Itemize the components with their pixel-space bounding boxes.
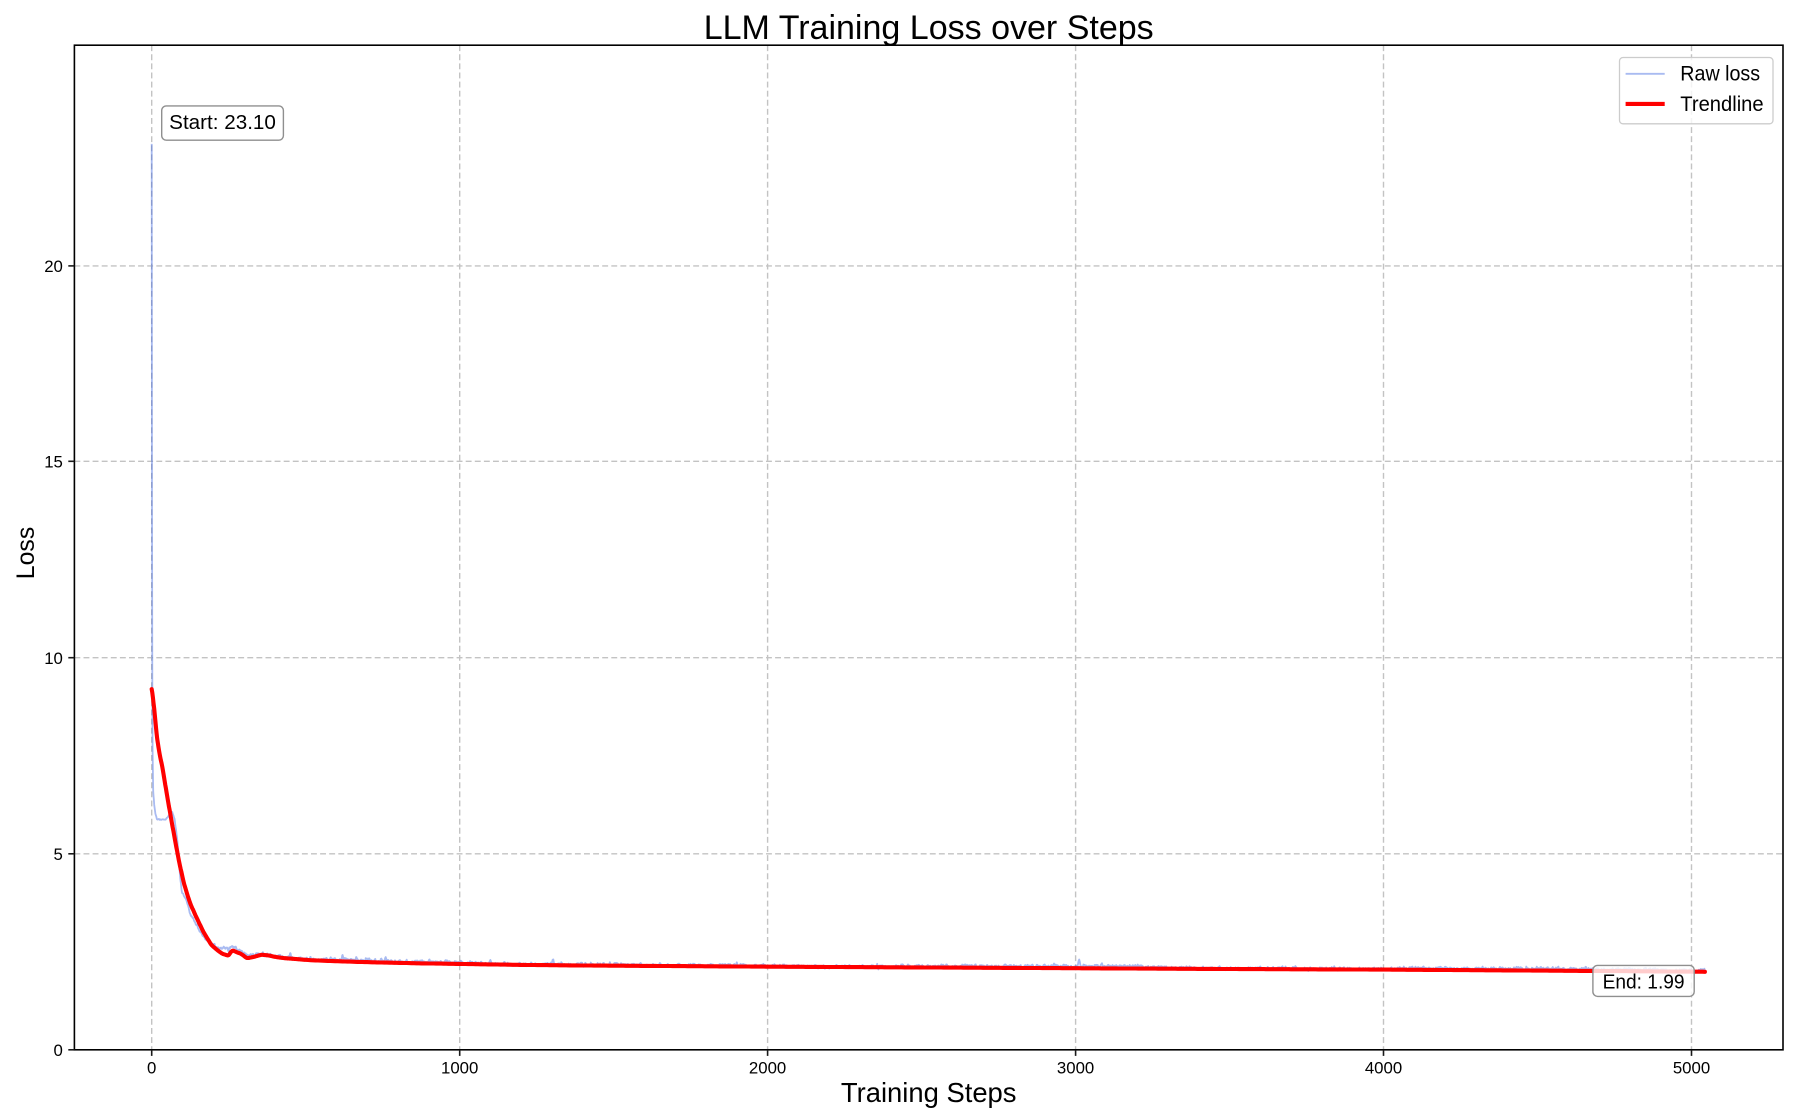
- svg-text:Training Steps: Training Steps: [841, 1077, 1017, 1108]
- svg-text:Loss: Loss: [12, 527, 40, 580]
- svg-text:Raw loss: Raw loss: [1680, 63, 1760, 86]
- svg-text:Start: 23.10: Start: 23.10: [169, 112, 276, 134]
- svg-text:5000: 5000: [1673, 1059, 1710, 1078]
- svg-text:0: 0: [147, 1059, 156, 1078]
- svg-text:10: 10: [44, 649, 63, 668]
- svg-text:1000: 1000: [441, 1059, 478, 1078]
- svg-text:Trendline: Trendline: [1680, 93, 1763, 116]
- svg-text:2000: 2000: [749, 1059, 786, 1078]
- svg-text:15: 15: [44, 453, 63, 472]
- svg-text:5: 5: [54, 845, 63, 864]
- svg-text:20: 20: [44, 257, 63, 276]
- svg-text:4000: 4000: [1365, 1059, 1402, 1078]
- svg-text:3000: 3000: [1057, 1059, 1094, 1078]
- svg-text:End: 1.99: End: 1.99: [1603, 972, 1685, 994]
- svg-text:LLM Training Loss over Steps: LLM Training Loss over Steps: [704, 9, 1154, 47]
- svg-text:0: 0: [54, 1041, 63, 1060]
